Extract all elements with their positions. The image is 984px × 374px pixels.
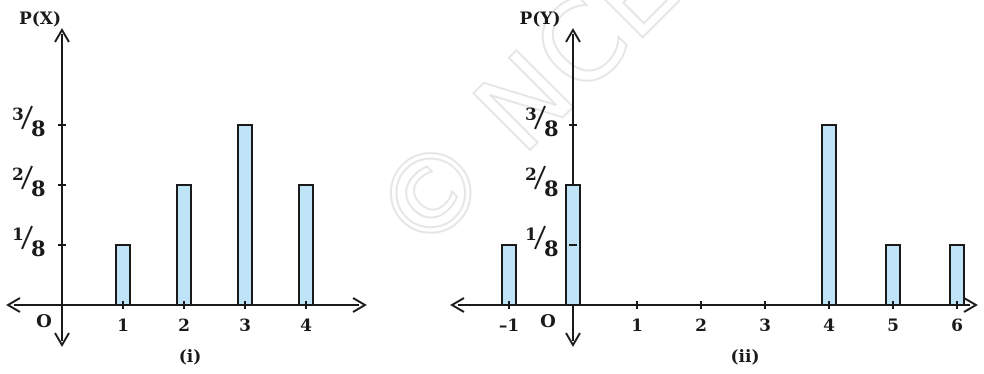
x-axis-left-arrow <box>450 297 465 313</box>
y-tick-fraction-slash <box>21 165 33 190</box>
x-tick-label: 5 <box>887 316 899 336</box>
bar <box>821 124 837 306</box>
y-tick-denominator: 8 <box>31 116 46 141</box>
y-tick-denominator: 8 <box>544 236 559 261</box>
bar <box>237 124 253 306</box>
x-tick-label: 3 <box>239 316 251 336</box>
y-tick-fraction-slash <box>534 105 546 130</box>
x-tick-label: –1 <box>499 316 519 336</box>
x-tick-label: 2 <box>178 316 190 336</box>
bar <box>885 244 901 306</box>
y-tick-fraction-slash <box>534 225 546 250</box>
bar <box>298 184 314 306</box>
panel-label: (i) <box>179 347 202 367</box>
y-axis-up-arrow <box>565 28 581 43</box>
y-tick-denominator: 8 <box>544 176 559 201</box>
y-axis-down-arrow <box>565 332 581 347</box>
bar <box>501 244 517 306</box>
y-tick-numerator: 3 <box>525 105 537 125</box>
y-tick-fraction-slash <box>534 165 546 190</box>
origin-label: O <box>540 311 556 332</box>
y-tick-fraction-slash <box>21 105 33 130</box>
y-tick-denominator: 8 <box>544 116 559 141</box>
x-tick-label: 3 <box>759 316 771 336</box>
y-tick-numerator: 2 <box>12 165 24 185</box>
y-tick-denominator: 8 <box>31 236 46 261</box>
x-axis-right-arrow <box>963 297 978 313</box>
origin-label: O <box>36 311 52 332</box>
x-tick-label: 4 <box>300 316 312 336</box>
x-axis-right-arrow <box>352 297 367 313</box>
x-axis-left-arrow <box>6 297 21 313</box>
y-axis-down-arrow <box>54 332 70 347</box>
bar <box>115 244 131 306</box>
y-axis-label: P(Y) <box>519 9 560 29</box>
y-tick-numerator: 2 <box>525 165 537 185</box>
y-tick-denominator: 8 <box>31 176 46 201</box>
x-tick-label: 6 <box>951 316 963 336</box>
y-tick-numerator: 3 <box>12 105 24 125</box>
y-axis-up-arrow <box>54 28 70 43</box>
x-tick-label: 4 <box>823 316 835 336</box>
watermark: © NCERT republished <box>347 0 984 279</box>
bar <box>176 184 192 306</box>
panel-label: (ii) <box>730 347 759 367</box>
x-tick-label: 1 <box>117 316 129 336</box>
bar <box>949 244 965 306</box>
x-tick-label: 1 <box>631 316 643 336</box>
y-tick-numerator: 1 <box>12 225 24 245</box>
y-tick-numerator: 1 <box>525 225 537 245</box>
y-tick-fraction-slash <box>21 225 33 250</box>
watermark-text: © NCERT republished <box>348 0 984 278</box>
y-axis-label: P(X) <box>19 9 61 29</box>
x-tick-label: 2 <box>695 316 707 336</box>
